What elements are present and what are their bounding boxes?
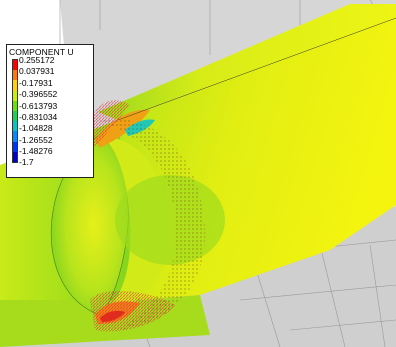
domain-edge-line	[117, 17, 396, 121]
legend-value-label: -1.26552	[19, 134, 53, 145]
legend-color-swatch	[13, 110, 17, 122]
legend-color-swatch	[13, 70, 17, 81]
legend-value-label: -0.831034	[19, 111, 58, 122]
legend-color-swatch	[13, 60, 17, 71]
legend-value-label: 0.255172	[19, 55, 55, 65]
legend-value-label: -0.613793	[19, 100, 58, 111]
legend-color-bar	[12, 59, 18, 163]
legend-color-swatch	[13, 90, 17, 101]
legend-color-swatch	[13, 100, 17, 111]
velocity-vectors-bottom-cluster	[90, 290, 175, 332]
legend-color-swatch	[13, 121, 17, 132]
velocity-vectors-top-cluster	[88, 100, 130, 150]
legend-color-swatch	[13, 151, 17, 162]
legend-title: COMPONENT U	[9, 47, 74, 57]
colormap-legend: COMPONENT U 0.255172 0.037931 -0.17931 -0.3…	[6, 44, 94, 178]
legend-value-label: 0.037931	[19, 66, 55, 77]
legend-value-label: -1.7	[19, 157, 34, 168]
legend-value-label: -0.17931	[19, 77, 53, 88]
legend-value-label: -0.396552	[19, 89, 58, 100]
legend-color-swatch	[13, 141, 17, 152]
velocity-vectors-shell	[95, 118, 206, 330]
legend-color-swatch	[13, 80, 17, 91]
legend-color-swatch	[13, 131, 17, 142]
legend-value-label: -1.48276	[19, 146, 53, 157]
legend-value-label: -1.04828	[19, 123, 53, 134]
domain-top-face	[98, 4, 396, 120]
